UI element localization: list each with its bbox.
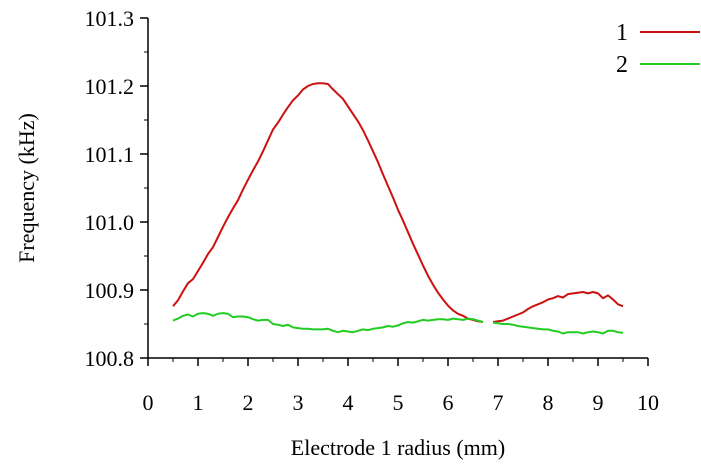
x-tick-label: 5: [393, 390, 404, 415]
series-1-line-segment-1: [172, 82, 484, 323]
x-tick-label: 6: [443, 390, 454, 415]
y-tick-label: 101.3: [85, 6, 135, 31]
x-tick-label: 3: [293, 390, 304, 415]
x-tick-label: 8: [543, 390, 554, 415]
legend-label-series-2: 2: [616, 52, 628, 78]
x-tick-label: 10: [637, 390, 659, 415]
y-axis-ticks: 100.8 100.9 101.0 101.1 101.2 101.3: [85, 6, 148, 371]
axes: [147, 18, 648, 359]
x-tick-label: 4: [343, 390, 354, 415]
y-tick-label: 101.1: [85, 142, 135, 167]
legend-label-series-1: 1: [616, 20, 628, 46]
x-tick-label: 7: [493, 390, 504, 415]
series-2-line-segment-1: [172, 312, 484, 334]
series-2-line-segment-2: [492, 321, 624, 335]
x-tick-label: 0: [143, 390, 154, 415]
x-axis-label: Electrode 1 radius (mm): [291, 435, 505, 460]
y-tick-label: 100.8: [85, 346, 135, 371]
x-axis-ticks: 0 1 2 3 4 5 6 7 8 9 10: [143, 358, 659, 415]
x-tick-label: 1: [193, 390, 204, 415]
series-1-line-segment-2: [492, 291, 624, 323]
x-tick-label: 2: [243, 390, 254, 415]
y-tick-label: 101.0: [85, 210, 135, 235]
series-layer: [172, 82, 624, 335]
x-tick-label: 9: [593, 390, 604, 415]
y-tick-label: 100.9: [85, 278, 135, 303]
legend: 1 2: [616, 20, 700, 78]
y-axis-label: Frequency (kHz): [14, 113, 39, 263]
y-tick-label: 101.2: [85, 74, 135, 99]
